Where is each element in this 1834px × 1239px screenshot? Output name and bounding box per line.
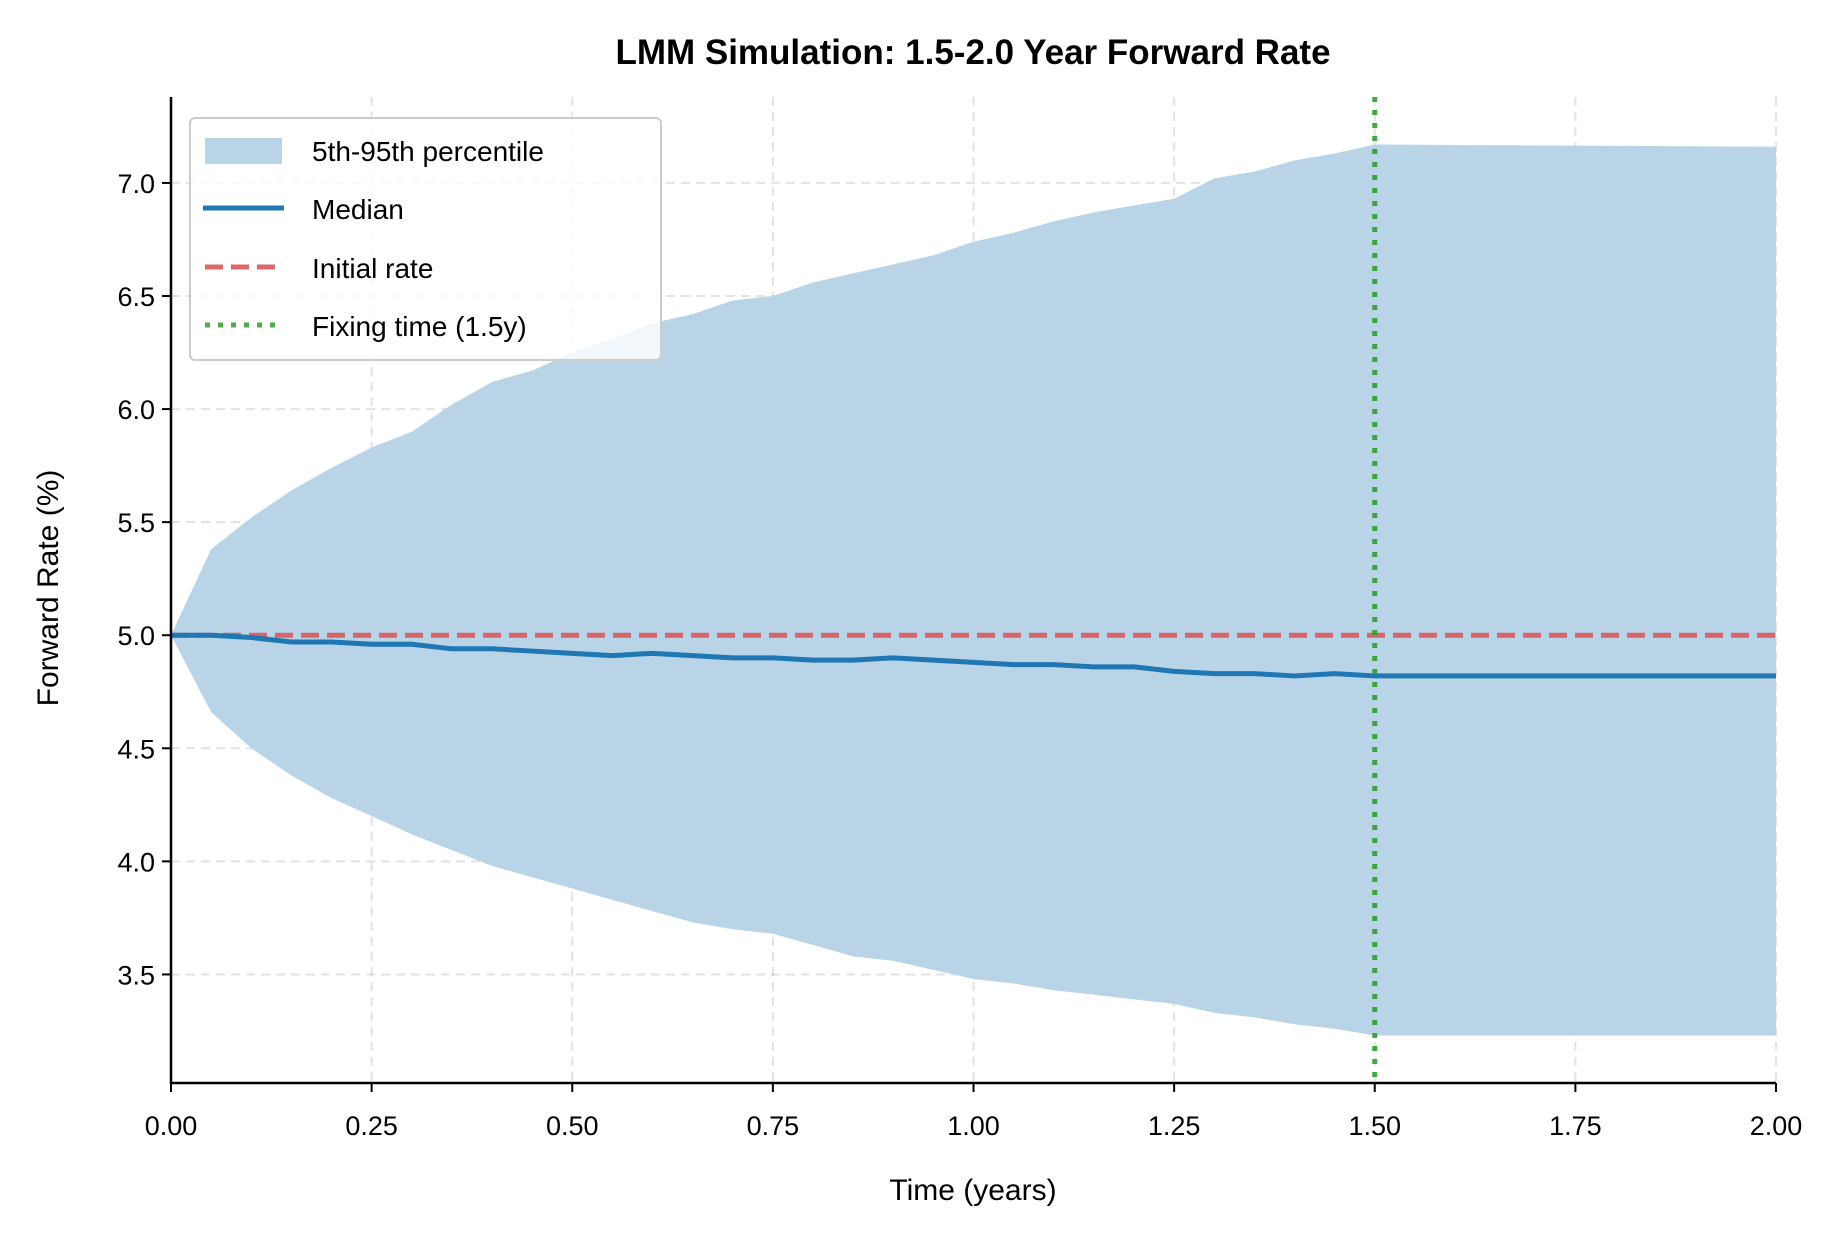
x-tick-label: 1.75 — [1549, 1111, 1602, 1141]
x-tick-label: 1.00 — [947, 1111, 1000, 1141]
y-tick-label: 5.0 — [117, 621, 155, 651]
x-tick-label: 2.00 — [1750, 1111, 1803, 1141]
y-tick-label: 5.5 — [117, 508, 155, 538]
y-axis-label: Forward Rate (%) — [32, 470, 65, 707]
legend-swatch-band — [205, 138, 282, 164]
x-tick-label: 0.50 — [546, 1111, 599, 1141]
legend-label-median: Median — [312, 194, 404, 225]
y-tick-label: 4.5 — [117, 734, 155, 764]
chart-title: LMM Simulation: 1.5-2.0 Year Forward Rat… — [615, 33, 1330, 72]
plot-area — [171, 97, 1776, 1083]
legend-label-initial: Initial rate — [312, 253, 433, 284]
legend-frame — [189, 117, 662, 361]
y-tick-label: 6.5 — [117, 282, 155, 312]
axes: 0.00 0.25 0.50 0.75 1.00 1.25 1.50 1.75 2.00 3.5 4… — [117, 97, 1802, 1141]
x-tick-label: 0.25 — [345, 1111, 398, 1141]
x-axis-label: Time (years) — [889, 1174, 1056, 1207]
median-line — [171, 632, 1776, 679]
y-tick-label: 6.0 — [117, 395, 155, 425]
y-tick-label: 3.5 — [117, 960, 155, 990]
y-tick-label: 7.0 — [117, 169, 155, 199]
legend: 5th-95th percentile Median Initial rate … — [189, 117, 662, 361]
legend-label-fixing: Fixing time (1.5y) — [312, 311, 527, 342]
x-tick-label: 0.75 — [747, 1111, 800, 1141]
x-tick-label: 1.50 — [1348, 1111, 1401, 1141]
x-tick-label: 0.00 — [145, 1111, 198, 1141]
legend-label-band: 5th-95th percentile — [312, 136, 544, 167]
x-tick-label: 1.25 — [1148, 1111, 1201, 1141]
y-tick-label: 4.0 — [117, 847, 155, 877]
